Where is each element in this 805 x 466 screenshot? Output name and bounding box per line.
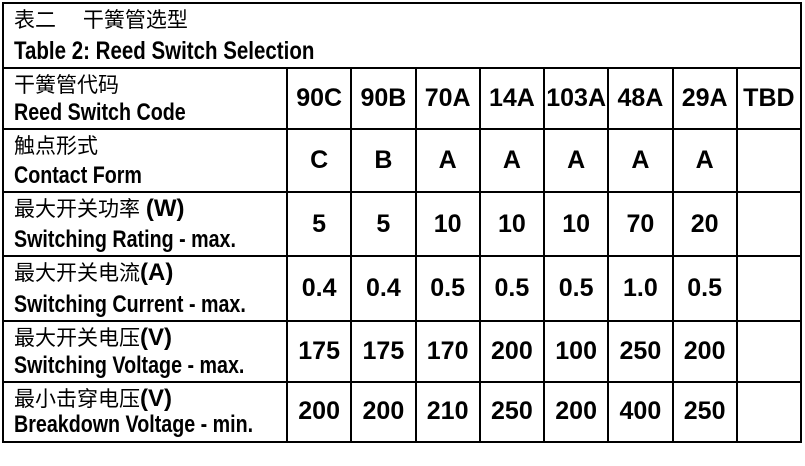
- value-cell: 90B: [350, 67, 417, 130]
- value-cell: 48A: [607, 67, 674, 130]
- table-title-zh: 表二 干簧管选型: [14, 9, 188, 32]
- row-label-cell: 最大开关电压(V) Switching Voltage - max.: [2, 320, 288, 383]
- value-cell: [735, 320, 803, 383]
- table-title-cell: 表二 干簧管选型 Table 2: Reed Switch Selection: [2, 2, 802, 69]
- row-label-zh: 最小击穿电压: [14, 388, 140, 411]
- row-label-en: Reed Switch Code: [14, 98, 186, 126]
- value-cell: 210: [414, 381, 481, 443]
- value-cell: 200: [671, 320, 738, 383]
- value-cell: 100: [542, 320, 610, 383]
- value-cell: [735, 381, 803, 443]
- row-label-unit: (W): [145, 195, 185, 222]
- row-label-zh-line: 最小击穿电压(V): [14, 385, 282, 412]
- value-cell: 250: [671, 381, 738, 443]
- value-cell: 250: [607, 320, 674, 383]
- row-label-unit: (V): [140, 385, 172, 412]
- row-label-unit: (V): [140, 324, 172, 351]
- value-cell: A: [478, 128, 546, 193]
- table-row: 干簧管代码 Reed Switch Code 90C 90B 70A 14A 103A 48A…: [2, 67, 803, 130]
- value-cell: 70: [607, 191, 674, 257]
- row-label-cell: 最小击穿电压(V) Breakdown Voltage - min.: [2, 381, 288, 443]
- value-cell: 0.5: [478, 255, 546, 322]
- value-cell: [735, 255, 803, 322]
- row-label-en: Switching Current - max.: [14, 290, 246, 318]
- value-cell: [735, 128, 803, 193]
- value-cell: A: [671, 128, 738, 193]
- value-cell: 10: [414, 191, 481, 257]
- value-cell: 200: [285, 381, 353, 443]
- value-cell: 175: [285, 320, 353, 383]
- row-label-en: Contact Form: [14, 161, 142, 189]
- value-cell: 90C: [285, 67, 353, 130]
- row-label-en: Breakdown Voltage - min.: [14, 411, 254, 439]
- row-label-en: Switching Voltage - max.: [14, 351, 245, 379]
- value-cell: TBD: [735, 67, 803, 130]
- value-cell: 0.5: [414, 255, 481, 322]
- value-cell: 1.0: [607, 255, 674, 322]
- row-label-zh: 触点形式: [14, 135, 98, 158]
- value-cell: 0.5: [671, 255, 738, 322]
- value-cell: C: [285, 128, 353, 193]
- table-body: 表二 干簧管选型 Table 2: Reed Switch Selection …: [2, 2, 803, 443]
- value-cell: 250: [478, 381, 546, 443]
- row-label-cell: 干簧管代码 Reed Switch Code: [2, 67, 288, 130]
- row-label-zh-line: 最大开关电流(A): [14, 259, 282, 286]
- row-label-cell: 最大开关电流(A) Switching Current - max.: [2, 255, 288, 322]
- value-cell: 0.5: [542, 255, 610, 322]
- row-label-zh: 最大开关功率: [14, 198, 146, 221]
- value-cell: 0.4: [350, 255, 417, 322]
- value-cell: 175: [350, 320, 417, 383]
- value-cell: A: [607, 128, 674, 193]
- value-cell: 0.4: [285, 255, 353, 322]
- row-label-zh: 干簧管代码: [14, 74, 119, 97]
- row-label-zh-line: 干簧管代码: [14, 72, 282, 98]
- value-cell: 200: [542, 381, 610, 443]
- row-label-zh: 最大开关电流: [14, 262, 140, 285]
- table-row: 最大开关电压(V) Switching Voltage - max. 175 175 1…: [2, 320, 803, 383]
- table-row: 最大开关电流(A) Switching Current - max. 0.4 0.4 0…: [2, 255, 803, 322]
- value-cell: 200: [350, 381, 417, 443]
- table-row: 最小击穿电压(V) Breakdown Voltage - min. 200 200 2…: [2, 381, 803, 443]
- value-cell: B: [350, 128, 417, 193]
- value-cell: 10: [542, 191, 610, 257]
- value-cell: 103A: [542, 67, 610, 130]
- value-cell: 5: [350, 191, 417, 257]
- table-row: 触点形式 Contact Form C B A A A A A: [2, 128, 803, 193]
- value-cell: 400: [607, 381, 674, 443]
- row-label-zh-line: 最大开关功率 (W): [14, 195, 282, 222]
- row-label-cell: 最大开关功率 (W) Switching Rating - max.: [2, 191, 288, 257]
- value-cell: 14A: [478, 67, 546, 130]
- value-cell: 70A: [414, 67, 481, 130]
- value-cell: 20: [671, 191, 738, 257]
- value-cell: [735, 191, 803, 257]
- row-label-zh-line: 最大开关电压(V): [14, 324, 282, 351]
- row-label-unit: (A): [140, 259, 174, 286]
- title-row: 表二 干簧管选型 Table 2: Reed Switch Selection: [2, 2, 802, 69]
- value-cell: A: [542, 128, 610, 193]
- value-cell: 200: [478, 320, 546, 383]
- table-row: 最大开关功率 (W) Switching Rating - max. 5 5 10 10 1…: [2, 191, 803, 257]
- value-cell: 29A: [671, 67, 738, 130]
- row-label-zh-line: 触点形式: [14, 133, 282, 159]
- value-cell: A: [414, 128, 481, 193]
- table-title-en: Table 2: Reed Switch Selection: [14, 36, 315, 65]
- value-cell: 170: [414, 320, 481, 383]
- value-cell: 10: [478, 191, 546, 257]
- reed-switch-selection-table: 表二 干簧管选型 Table 2: Reed Switch Selection …: [2, 2, 803, 443]
- row-label-cell: 触点形式 Contact Form: [2, 128, 288, 193]
- value-cell: 5: [285, 191, 353, 257]
- row-label-zh: 最大开关电压: [14, 327, 140, 350]
- row-label-en: Switching Rating - max.: [14, 225, 236, 253]
